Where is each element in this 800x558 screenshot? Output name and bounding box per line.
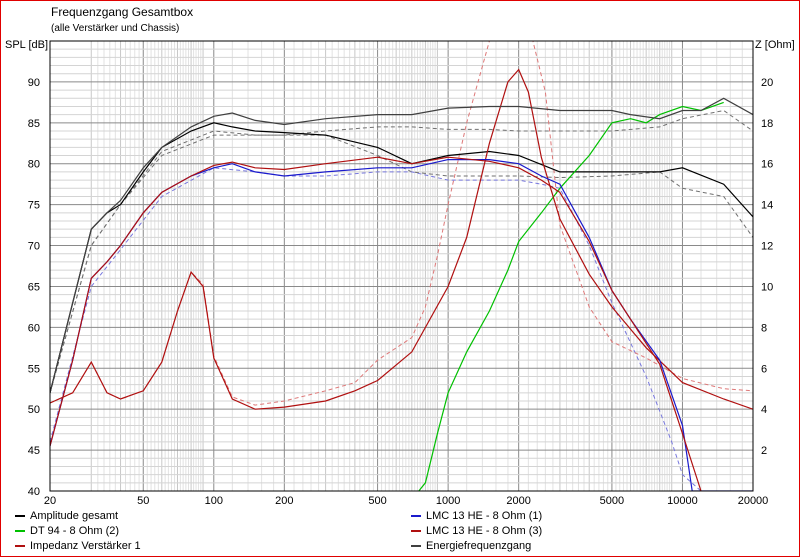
legend-item: Amplitude gesamt: [15, 510, 118, 522]
y-tick-label-right: 14: [761, 200, 773, 212]
reference-curve-dashed: [50, 41, 753, 406]
y-axis-label-right: Z [Ohm]: [755, 39, 795, 51]
chart-title: Frequenzgang Gesamtbox: [51, 5, 194, 19]
legend-item: LMC 13 HE - 8 Ohm (3): [411, 525, 542, 537]
legend-item: LMC 13 HE - 8 Ohm (1): [411, 510, 542, 522]
chart-subtitle: (alle Verstärker und Chassis): [51, 23, 180, 34]
x-tick-label: 10000: [667, 495, 698, 507]
y-axis-label-left: SPL [dB]: [5, 39, 49, 51]
y-tick-label-left: 80: [28, 159, 40, 171]
legend-swatch: [411, 545, 421, 547]
y-tick-label-right: 10: [761, 281, 773, 293]
y-tick-label-right: 2: [761, 445, 767, 457]
y-tick-label-left: 50: [28, 404, 40, 416]
series-impedanz: [50, 68, 753, 410]
legend-item: Energiefrequenzgang: [411, 540, 531, 552]
legend-item: DT 94 - 8 Ohm (2): [15, 525, 119, 537]
legend-label: Impedanz Verstärker 1: [30, 540, 141, 552]
x-tick-label: 1000: [436, 495, 460, 507]
y-tick-label-left: 85: [28, 118, 40, 130]
legend-label: Energiefrequenzgang: [426, 540, 532, 552]
x-tick-label: 50: [137, 495, 149, 507]
y-tick-label-left: 55: [28, 363, 40, 375]
x-tick-label: 20: [44, 495, 56, 507]
y-tick-label-left: 45: [28, 445, 40, 457]
y-tick-label-left: 40: [28, 486, 40, 498]
reference-curve-dashed: [50, 109, 753, 393]
legend-label: DT 94 - 8 Ohm (2): [30, 525, 120, 537]
legend-item: Impedanz Verstärker 1: [15, 540, 141, 552]
y-tick-label-right: 16: [761, 159, 773, 171]
series-lmc13-3: [50, 156, 702, 491]
x-tick-label: 100: [205, 495, 223, 507]
y-tick-label-right: 18: [761, 118, 773, 130]
y-tick-label-left: 70: [28, 241, 40, 253]
x-tick-label: 5000: [600, 495, 624, 507]
y-tick-label-left: 65: [28, 281, 40, 293]
y-tick-label-left: 60: [28, 322, 40, 334]
y-tick-label-right: 4: [761, 404, 767, 416]
plot-frame: [49, 40, 754, 492]
legend-label: LMC 13 HE - 8 Ohm (3): [426, 525, 543, 537]
x-tick-label: 200: [275, 495, 293, 507]
x-tick-label: 2000: [506, 495, 530, 507]
series-amplitude-gesamt: [50, 122, 753, 393]
legend-swatch: [15, 530, 25, 532]
legend-swatch: [15, 545, 25, 547]
reference-curve-dashed: [50, 167, 702, 491]
legend-label: Amplitude gesamt: [30, 510, 119, 522]
y-tick-label-right: 8: [761, 322, 767, 334]
y-tick-label-left: 75: [28, 200, 40, 212]
series-energiefrequenzgang: [50, 97, 753, 393]
y-tick-label-right: 12: [761, 241, 773, 253]
y-tick-label-right: 6: [761, 363, 767, 375]
legend-swatch: [15, 515, 25, 517]
plot-border: [49, 40, 754, 492]
legend-swatch: [411, 515, 421, 517]
series-dt94: [418, 101, 724, 491]
x-tick-label: 500: [368, 495, 386, 507]
legend-swatch: [411, 530, 421, 532]
y-tick-label-right: 20: [761, 77, 773, 89]
x-tick-label: 20000: [738, 495, 769, 507]
legend-label: LMC 13 HE - 8 Ohm (1): [426, 510, 543, 522]
y-tick-label-left: 90: [28, 77, 40, 89]
